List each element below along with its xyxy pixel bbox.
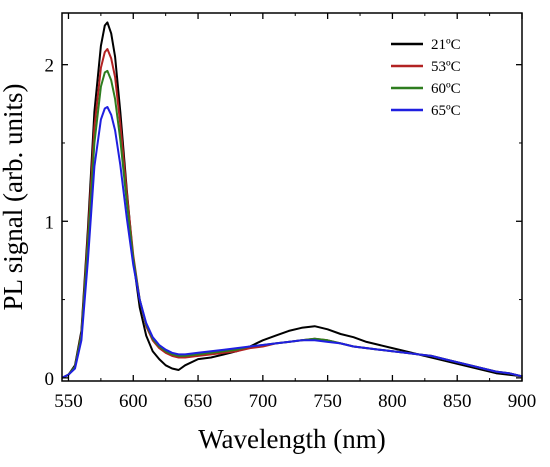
x-tick-label: 850 xyxy=(443,391,472,412)
x-tick-label: 700 xyxy=(249,391,278,412)
y-tick-label: 2 xyxy=(45,56,55,77)
legend-label-3: 65ºC xyxy=(431,103,461,119)
series-line-0 xyxy=(61,21,523,379)
legend-label-2: 60ºC xyxy=(431,81,461,97)
ticks-layer: 550 600 650 700 750 800 850 900 0 1 2 xyxy=(45,13,537,412)
series-line-1 xyxy=(61,48,523,379)
x-tick-label: 650 xyxy=(184,391,213,412)
y-tick-label: 1 xyxy=(45,212,55,233)
legend: 21ºC 53ºC 60ºC 65ºC xyxy=(391,37,461,119)
x-tick-label: 900 xyxy=(508,391,537,412)
y-axis-title: PL signal (arb. units) xyxy=(0,84,28,311)
x-tick-label: 550 xyxy=(54,391,83,412)
legend-label-0: 21ºC xyxy=(431,37,461,53)
x-tick-label: 800 xyxy=(378,391,407,412)
x-axis-title: Wavelength (nm) xyxy=(198,424,386,454)
plot-frame xyxy=(61,12,523,382)
x-tick-label: 750 xyxy=(313,391,342,412)
legend-label-1: 53ºC xyxy=(431,59,461,75)
y-tick-label: 0 xyxy=(45,369,55,390)
series-line-3 xyxy=(61,106,523,379)
x-tick-label: 600 xyxy=(119,391,148,412)
series-layer xyxy=(61,21,523,379)
